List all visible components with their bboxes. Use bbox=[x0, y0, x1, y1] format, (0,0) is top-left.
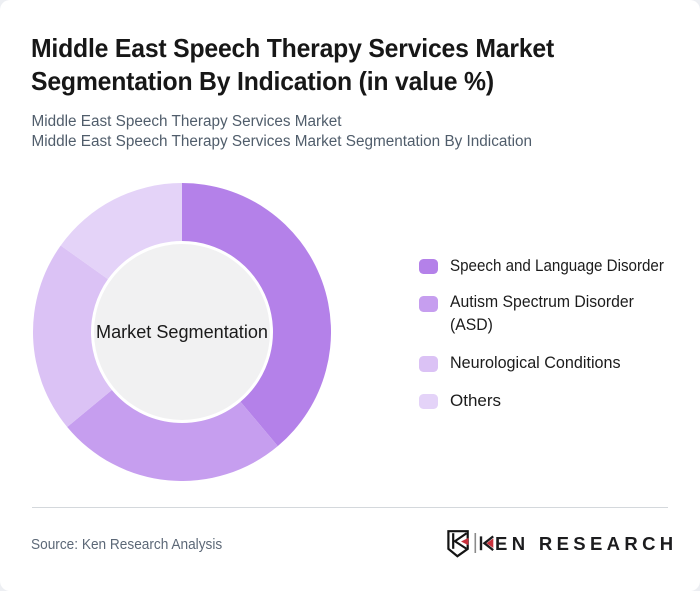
svg-text:EN RESEARCH: EN RESEARCH bbox=[495, 533, 676, 554]
